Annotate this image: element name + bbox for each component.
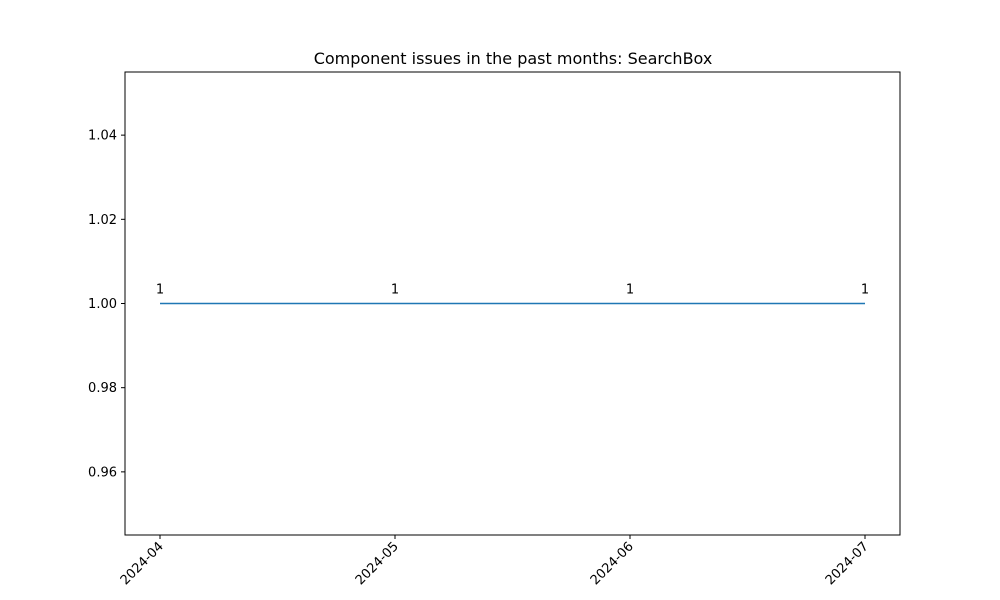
data-label: 1	[391, 283, 399, 298]
x-tick-label: 2024-06	[588, 539, 637, 588]
data-label: 1	[626, 283, 634, 298]
plot-area-frame	[124, 71, 901, 536]
data-labels: 1 1 1 1	[156, 283, 869, 298]
y-tick-label: 1.00	[88, 297, 117, 312]
x-axis-ticks: 2024-04 2024-05 2024-06 2024-07	[118, 535, 872, 588]
data-label: 1	[156, 283, 164, 298]
y-tick-label: 1.02	[88, 213, 117, 228]
y-tick-label: 0.98	[88, 381, 117, 396]
y-tick-label: 1.04	[88, 129, 117, 144]
y-tick-label: 0.96	[88, 465, 117, 480]
x-tick-label: 2024-05	[353, 539, 402, 588]
chart-title: Component issues in the past months: Sea…	[314, 49, 713, 68]
data-label: 1	[861, 283, 869, 298]
x-tick-label: 2024-04	[118, 539, 167, 588]
y-axis-ticks: 0.96 0.98 1.00 1.02 1.04	[88, 129, 125, 480]
x-tick-label: 2024-07	[823, 539, 872, 588]
